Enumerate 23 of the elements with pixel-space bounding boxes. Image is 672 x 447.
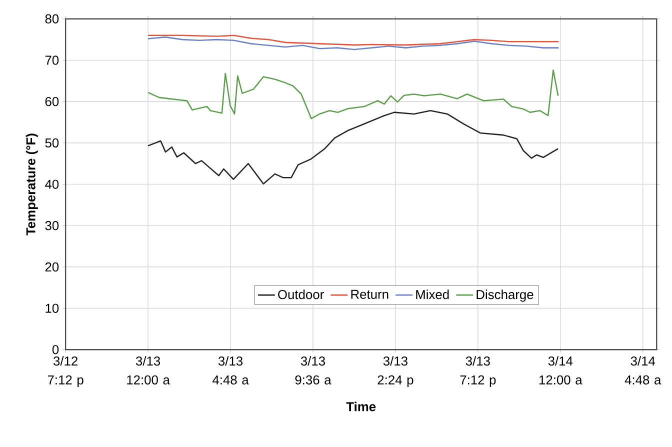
y-tick-label: 80 <box>45 14 59 24</box>
x-tick-label: 3/14 12:00 a <box>539 356 582 384</box>
x-tick-label: 3/13 9:36 a <box>295 356 332 384</box>
x-tick-label: 3/12 7:12 p <box>48 356 84 388</box>
y-tick-label: 20 <box>45 262 59 272</box>
legend-label: Return <box>351 290 388 299</box>
y-tick-label: 10 <box>46 304 59 313</box>
y-axis-title: Temperature (°F) <box>26 134 38 236</box>
y-tick-label: 50 <box>45 138 59 148</box>
legend-label: Discharge <box>476 290 534 302</box>
x-tick-label: 3/13 2:24 p <box>378 356 414 388</box>
x-tick-label: 3/14 4:48 a <box>624 356 662 384</box>
y-tick-label: 60 <box>45 97 59 106</box>
y-tick-label: 70 <box>45 56 59 65</box>
legend-label: Mixed <box>416 290 449 300</box>
x-tick-label: 3/13 4:48 a <box>212 356 249 384</box>
x-axis-title: Time <box>346 402 376 412</box>
x-tick-label: 3/13 7:12 p <box>460 356 496 388</box>
y-tick-label: 40 <box>45 180 59 189</box>
legend-label: Outdoor <box>278 290 324 300</box>
x-tick-label: 3/13 12:00 a <box>127 356 170 384</box>
y-tick-label: 0 <box>52 345 59 354</box>
y-tick-label: 30 <box>45 221 59 230</box>
